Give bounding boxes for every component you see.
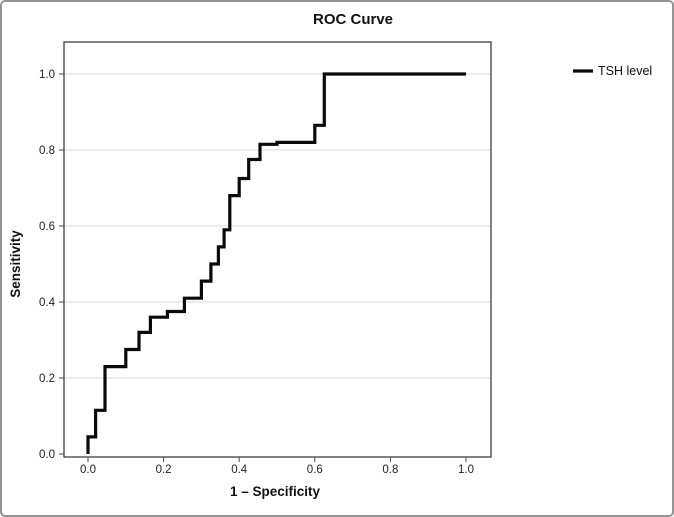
y-tick-label: 0.4 (39, 297, 56, 309)
x-tick-label: 1.0 (458, 464, 474, 476)
x-tick-label: 0.0 (80, 464, 96, 476)
chart-title: ROC Curve (313, 11, 393, 28)
x-tick-label: 0.8 (382, 464, 398, 476)
roc-curve (86, 72, 466, 454)
x-tick-label: 0.2 (156, 464, 172, 476)
y-tick-label: 1.0 (39, 69, 55, 81)
x-tick-label: 0.6 (307, 464, 323, 476)
plot-border (63, 41, 492, 458)
legend-label: TSH level (598, 64, 652, 78)
y-tick-label: 0.2 (39, 373, 55, 385)
x-tick-label: 0.4 (231, 464, 248, 476)
y-tick-label: 0.6 (39, 221, 55, 233)
y-axis-title: Sensitivity (8, 230, 23, 298)
y-tick-label: 0.0 (39, 449, 55, 461)
y-tick-label: 0.8 (39, 145, 55, 157)
x-axis-title: 1 – Specificity (230, 484, 321, 499)
